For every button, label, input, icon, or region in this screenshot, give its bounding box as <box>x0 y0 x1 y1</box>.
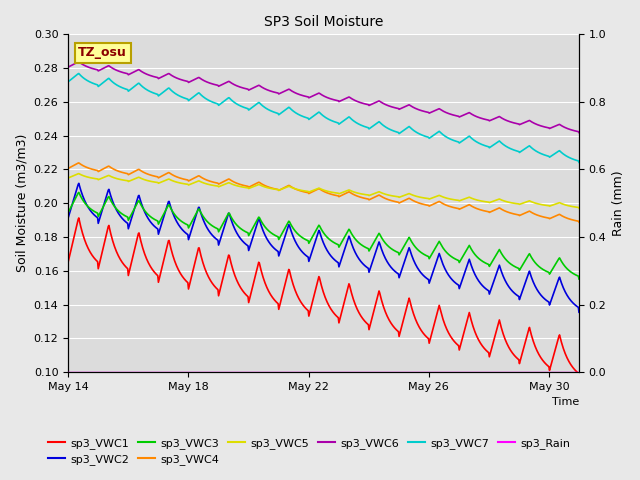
Title: SP3 Soil Moisture: SP3 Soil Moisture <box>264 15 383 29</box>
X-axis label: Time: Time <box>552 397 579 408</box>
Y-axis label: Rain (mm): Rain (mm) <box>612 170 625 236</box>
Legend: sp3_VWC1, sp3_VWC2, sp3_VWC3, sp3_VWC4, sp3_VWC5, sp3_VWC6, sp3_VWC7, sp3_Rain: sp3_VWC1, sp3_VWC2, sp3_VWC3, sp3_VWC4, … <box>44 433 575 469</box>
Y-axis label: Soil Moisture (m3/m3): Soil Moisture (m3/m3) <box>15 134 28 273</box>
Text: TZ_osu: TZ_osu <box>78 46 127 60</box>
